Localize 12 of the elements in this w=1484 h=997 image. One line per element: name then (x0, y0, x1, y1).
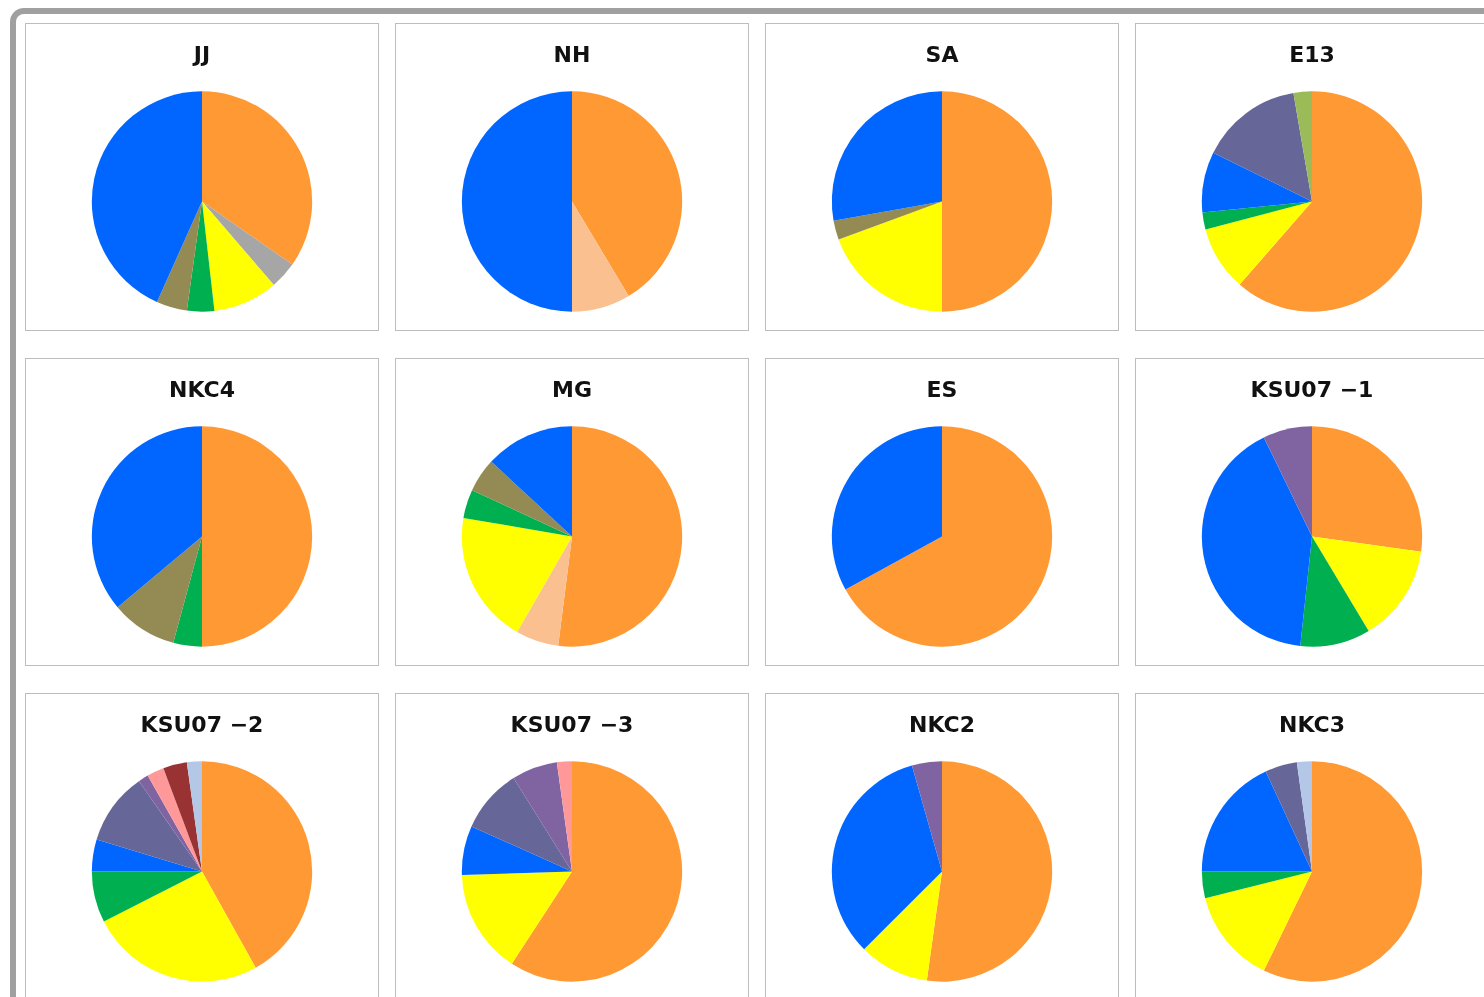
chart-title: MG (552, 376, 592, 402)
chart-title: NH (553, 41, 591, 67)
chart-title: E13 (1289, 41, 1335, 67)
chart-title: KSU07 −2 (140, 711, 264, 737)
chart-title: NKC4 (169, 376, 235, 402)
chart-title: SA (925, 41, 959, 67)
chart-title: JJ (191, 41, 211, 67)
chart-title: NKC3 (1279, 711, 1345, 737)
chart-title: KSU07 −3 (510, 711, 634, 737)
chart-title: NKC2 (909, 711, 975, 737)
chart-title: ES (926, 376, 958, 402)
chart-title: KSU07 −1 (1250, 376, 1374, 402)
